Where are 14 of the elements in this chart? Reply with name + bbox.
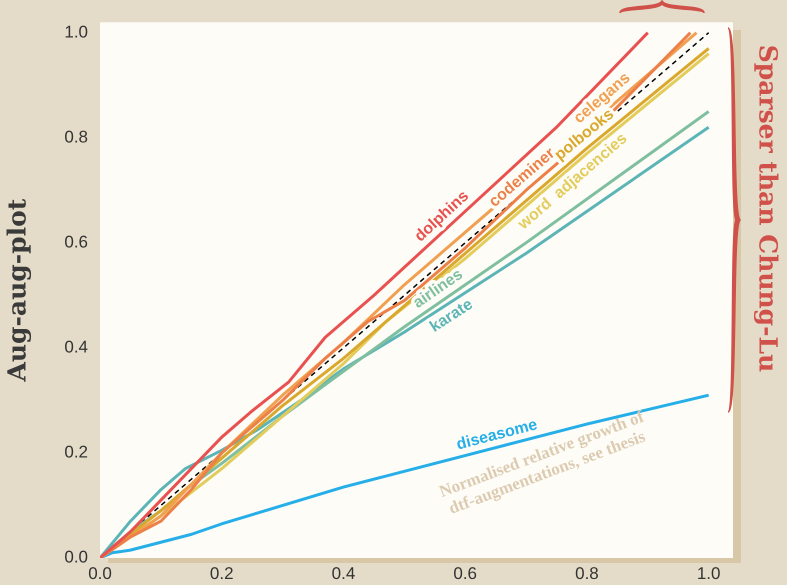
x-tick-label: 0.8 [575,564,599,583]
x-tick-label: 0.0 [88,564,112,583]
y-tick-label: 0.2 [64,442,88,462]
y-tick-label: 1.0 [64,22,88,42]
x-tick-label: 0.4 [332,564,356,583]
y-tick-label: 0.4 [64,338,88,357]
y-tick-label: 0.6 [64,232,88,252]
x-tick-label: 0.2 [210,564,234,583]
y-axis-title: Aug-aug-plot [2,198,32,383]
x-tick-label: 0.6 [453,564,478,583]
text: Sparser than Chung-Lu [754,44,783,372]
x-tick-label: 1.0 [696,564,720,583]
y-tick-label: 0.0 [64,548,88,567]
y-tick-label: 0.8 [64,127,88,146]
